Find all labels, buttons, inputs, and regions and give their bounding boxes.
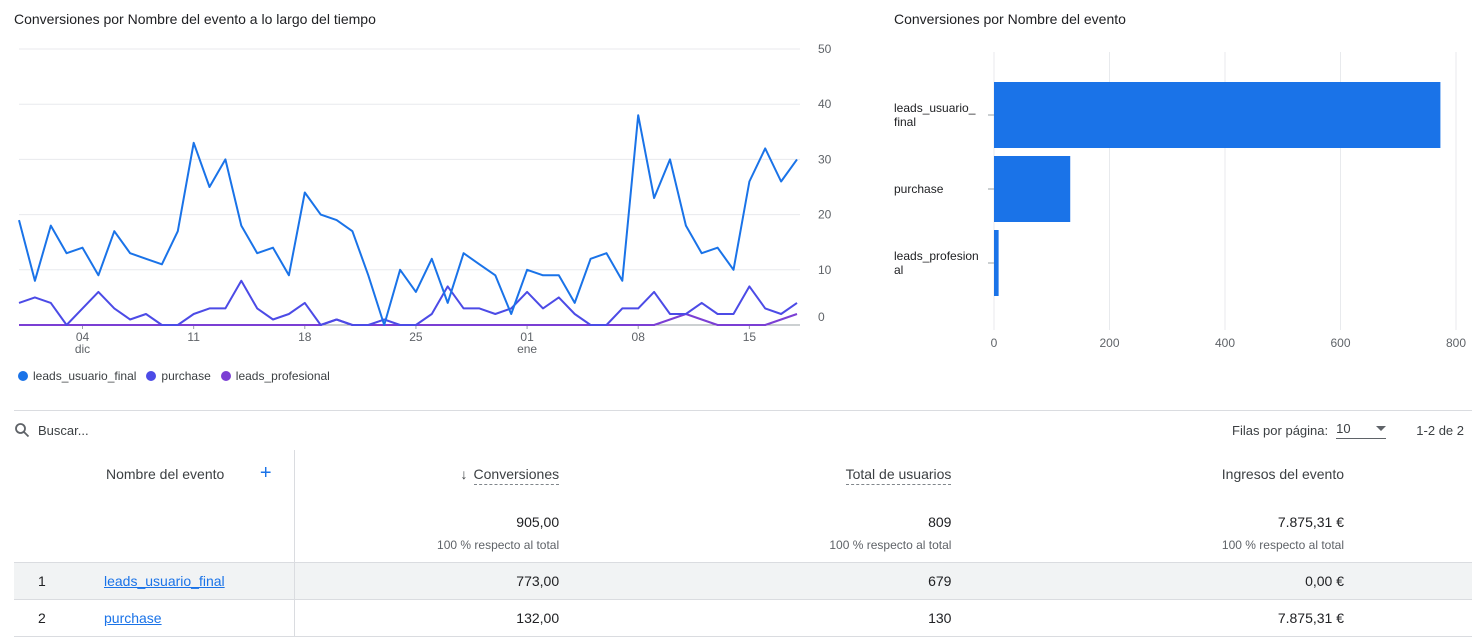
category-label: al xyxy=(894,263,903,277)
column-header-label: Ingresos del evento xyxy=(1221,466,1344,482)
column-header-label: Nombre del evento xyxy=(106,466,225,482)
y-tick-label: 0 xyxy=(818,310,825,324)
y-tick-label: 30 xyxy=(818,152,832,166)
event-name-link[interactable]: leads_usuario_final xyxy=(104,572,225,589)
column-header-revenue[interactable]: Ingresos del evento xyxy=(1079,450,1472,498)
series-line-purchase xyxy=(18,279,798,326)
x-tick-label: 600 xyxy=(1330,336,1350,350)
category-label: leads_profesion xyxy=(894,249,979,263)
rows-per-page-label: Filas por página: xyxy=(1232,422,1329,438)
legend-item-leads-usuario-final[interactable]: leads_usuario_final xyxy=(18,369,136,383)
row-revenue: 0,00 € xyxy=(1079,561,1472,599)
events-table: Nombre del evento + ↓ Conversiones Total … xyxy=(14,450,1472,637)
x-tick-label: 04 xyxy=(76,330,90,344)
bar-leads-profesional xyxy=(994,230,999,296)
caret-down-icon xyxy=(1376,426,1387,431)
row-conversions: 132,00 xyxy=(294,598,688,637)
search-input[interactable]: Buscar... xyxy=(38,422,89,438)
column-header-users[interactable]: Total de usuarios xyxy=(687,450,1079,498)
legend-dot-icon xyxy=(146,371,157,381)
row-name-cell: purchase xyxy=(104,598,295,637)
y-tick-label: 20 xyxy=(818,208,832,222)
category-label: purchase xyxy=(894,182,944,196)
legend-dot-icon xyxy=(18,371,28,381)
row-index: 1 xyxy=(14,561,104,599)
totals-dimension-cell xyxy=(14,498,295,562)
total-revenue-cell: 7.875,31 € 100 % respecto al total xyxy=(1079,498,1472,562)
table-row: 1 leads_usuario_final 773,00 679 0,00 € xyxy=(14,561,1472,599)
row-revenue: 7.875,31 € xyxy=(1079,598,1472,637)
total-conversions: 905,00 xyxy=(516,514,560,530)
line-chart-legend: leads_usuario_final purchase leads_profe… xyxy=(18,369,330,383)
legend-label: leads_profesional xyxy=(235,369,330,383)
totals-row: 905,00 100 % respecto al total 809 100 %… xyxy=(14,498,1472,562)
row-name-cell: leads_usuario_final xyxy=(104,561,295,599)
series-line-leads-profesional xyxy=(19,313,798,326)
y-tick-label: 10 xyxy=(818,263,832,277)
x-tick-label: 200 xyxy=(1099,336,1119,350)
x-tick-label: 0 xyxy=(991,336,998,350)
bar-leads-usuario-final xyxy=(994,82,1441,148)
x-tick-sublabel: dic xyxy=(75,342,90,356)
total-users-cell: 809 100 % respecto al total xyxy=(687,498,1079,562)
rows-per-page-value: 10 xyxy=(1336,421,1351,436)
series-line-leads-usuario-final xyxy=(18,114,798,326)
bar-purchase xyxy=(994,156,1071,222)
row-users: 130 xyxy=(687,598,1080,637)
x-tick-label: 01 xyxy=(520,330,534,344)
x-tick-label: 400 xyxy=(1215,336,1235,350)
sort-down-icon: ↓ xyxy=(460,466,468,482)
x-tick-sublabel: ene xyxy=(517,342,537,356)
total-pct: 100 % respecto al total xyxy=(829,538,952,552)
event-name-link[interactable]: purchase xyxy=(104,609,162,626)
x-tick-label: 18 xyxy=(298,330,312,344)
x-tick-label: 15 xyxy=(743,330,757,344)
table-header-row: Nombre del evento + ↓ Conversiones Total … xyxy=(14,450,1472,498)
add-dimension-icon[interactable]: + xyxy=(259,462,272,484)
row-users: 679 xyxy=(687,561,1080,599)
total-pct: 100 % respecto al total xyxy=(1221,538,1344,552)
category-label: leads_usuario_ xyxy=(894,101,976,115)
search-icon xyxy=(15,423,30,438)
total-pct: 100 % respecto al total xyxy=(437,538,560,552)
rows-per-page-select[interactable]: 10 xyxy=(1336,421,1387,439)
legend-label: purchase xyxy=(161,369,211,383)
legend-dot-icon xyxy=(220,371,231,381)
row-conversions: 773,00 xyxy=(294,561,688,599)
x-tick-label: 800 xyxy=(1446,336,1466,350)
line-chart-title: Conversiones por Nombre del evento a lo … xyxy=(14,11,376,27)
total-conversions-cell: 905,00 100 % respecto al total xyxy=(294,498,687,562)
x-tick-label: 08 xyxy=(632,330,646,344)
bar-chart: 0 200 400 600 800 leads_usuario_final purchase… xyxy=(894,52,1466,350)
column-header-label: Total de usuarios xyxy=(845,466,952,485)
category-label: final xyxy=(894,115,916,129)
pagination-status: 1-2 de 2 xyxy=(1416,423,1464,438)
search-box[interactable]: Buscar... xyxy=(14,422,89,438)
x-tick-label: 25 xyxy=(409,330,423,344)
x-tick-label: 11 xyxy=(187,330,200,344)
legend-item-purchase[interactable]: purchase xyxy=(146,369,211,383)
legend-label: leads_usuario_final xyxy=(33,369,137,383)
rows-per-page: Filas por página: 10 xyxy=(1232,421,1387,439)
bar-chart-title: Conversiones por Nombre del evento xyxy=(894,11,1126,27)
y-tick-label: 50 xyxy=(818,42,832,56)
y-tick-label: 40 xyxy=(818,97,832,111)
column-header-conversions[interactable]: ↓ Conversiones xyxy=(294,450,687,498)
section-divider xyxy=(14,410,1472,411)
total-revenue: 7.875,31 € xyxy=(1277,514,1344,530)
legend-item-leads-profesional[interactable]: leads_profesional xyxy=(220,369,330,383)
total-users: 809 xyxy=(928,514,952,530)
row-index: 2 xyxy=(14,598,104,637)
column-header-event-name[interactable]: Nombre del evento + xyxy=(14,450,295,498)
table-row: 2 purchase 132,00 130 7.875,31 € xyxy=(14,598,1472,637)
column-header-label: Conversiones xyxy=(473,466,560,485)
